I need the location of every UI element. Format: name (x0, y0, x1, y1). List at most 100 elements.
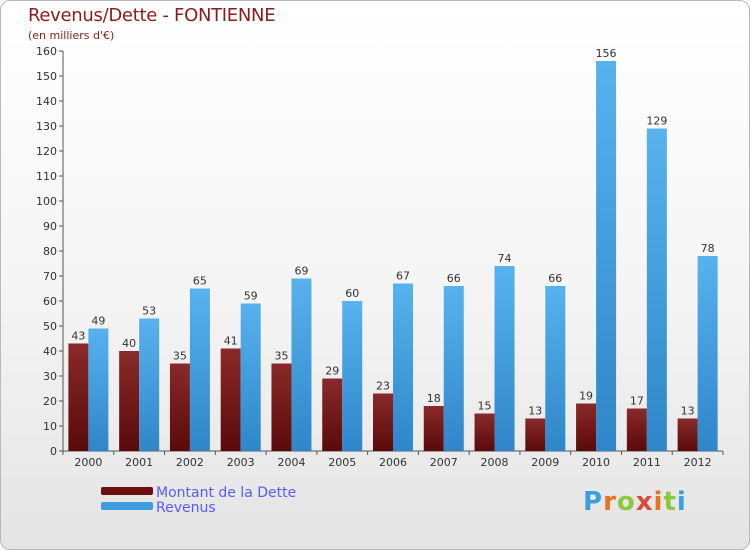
bar-revenue (393, 283, 413, 451)
bar-debt (626, 408, 647, 451)
y-tick-label: 10 (43, 420, 57, 433)
legend-swatch-debt (101, 487, 153, 495)
y-tick-label: 20 (43, 395, 57, 408)
data-label-revenue: 66 (548, 272, 562, 285)
logo-letter: i (676, 487, 687, 517)
bar-revenue (443, 286, 464, 451)
y-tick-label: 50 (43, 320, 57, 333)
x-tick-label: 2010 (582, 456, 610, 469)
bars (68, 61, 718, 451)
x-tick-label: 2000 (74, 456, 102, 469)
legend-label-debt: Montant de la Dette (156, 485, 297, 501)
bar-revenue (189, 288, 210, 451)
data-label-debt: 18 (427, 392, 441, 405)
x-tick-label: 2007 (430, 456, 458, 469)
y-tick-label: 110 (36, 170, 57, 183)
y-tick-label: 60 (43, 295, 57, 308)
data-label-revenue: 53 (142, 305, 156, 318)
bar-debt (677, 418, 698, 451)
bar-revenue (646, 128, 667, 451)
bar-debt (525, 418, 546, 451)
logo-letter: i (653, 487, 664, 517)
y-tick-label: 160 (36, 45, 57, 58)
y-tick-label: 0 (50, 445, 57, 458)
y-tick-label: 150 (36, 70, 57, 83)
bar-debt (474, 413, 495, 451)
bar-revenue (342, 301, 363, 451)
data-label-debt: 41 (224, 335, 238, 348)
data-label-revenue: 156 (596, 47, 617, 60)
data-label-revenue: 67 (396, 270, 410, 283)
x-tick-label: 2008 (481, 456, 509, 469)
y-tick-label: 30 (43, 370, 57, 383)
logo-letter: r (603, 487, 617, 517)
y-tick-label: 120 (36, 145, 57, 158)
bar-debt (220, 348, 241, 451)
bar-revenue (596, 61, 617, 451)
x-tick-label: 2006 (379, 456, 407, 469)
data-label-revenue: 74 (498, 252, 512, 265)
y-tick-label: 100 (36, 195, 57, 208)
data-label-revenue: 129 (646, 115, 667, 128)
data-label-debt: 13 (528, 405, 542, 418)
data-label-revenue: 59 (244, 290, 258, 303)
bar-revenue (697, 256, 718, 451)
y-tick-label: 80 (43, 245, 57, 258)
data-label-debt: 35 (274, 350, 288, 363)
x-tick-label: 2002 (176, 456, 204, 469)
data-label-debt: 29 (325, 365, 339, 378)
y-tick-label: 140 (36, 95, 57, 108)
data-label-debt: 23 (376, 380, 390, 393)
x-tick-label: 2001 (125, 456, 153, 469)
bar-revenue (139, 318, 160, 451)
logo-letter: P (583, 487, 604, 517)
logo-letter: x (635, 487, 654, 517)
bar-debt (576, 403, 597, 451)
data-label-revenue: 78 (701, 242, 715, 255)
bar-revenue (291, 278, 312, 451)
x-tick-label: 2003 (227, 456, 255, 469)
data-label-revenue: 65 (193, 275, 207, 288)
bar-revenue (88, 328, 109, 451)
y-tick-label: 70 (43, 270, 57, 283)
bar-debt (271, 363, 292, 451)
logo-letter: t (663, 487, 677, 517)
data-label-debt: 43 (71, 330, 85, 343)
bar-debt (423, 406, 444, 451)
y-tick-label: 130 (36, 120, 57, 133)
bar-revenue (240, 303, 261, 451)
legend-label-revenue: Revenus (156, 500, 216, 516)
x-tick-label: 2011 (633, 456, 661, 469)
bar-revenue (494, 266, 515, 451)
bar-debt (68, 343, 89, 451)
bar-debt (169, 363, 190, 451)
data-label-debt: 19 (579, 390, 593, 403)
bar-revenue (545, 286, 566, 451)
data-label-revenue: 60 (345, 287, 359, 300)
legend-swatch-revenue (101, 502, 153, 510)
bar-debt (322, 378, 343, 451)
data-label-debt: 17 (630, 395, 644, 408)
y-tick-label: 40 (43, 345, 57, 358)
proxiti-logo: Proxiti (583, 487, 687, 517)
logo-letter: o (616, 487, 636, 517)
y-tick-label: 90 (43, 220, 57, 233)
data-label-revenue: 69 (294, 265, 308, 278)
x-tick-label: 2009 (531, 456, 559, 469)
data-label-debt: 40 (122, 337, 136, 350)
data-label-debt: 13 (681, 405, 695, 418)
bar-debt (119, 351, 140, 451)
data-label-revenue: 66 (447, 272, 461, 285)
data-label-revenue: 49 (91, 315, 105, 328)
x-tick-label: 2012 (684, 456, 712, 469)
bar-debt (373, 393, 393, 451)
chart-subtitle: (en milliers d'€) (28, 29, 115, 42)
chart-title: Revenus/Dette - FONTIENNE (28, 5, 276, 26)
data-labels: 43 49 40 53 35 65 41 59 35 69 29 60 23 67 18 66 15 74 13 66… (71, 47, 714, 418)
x-tick-label: 2004 (277, 456, 305, 469)
data-label-debt: 15 (478, 400, 492, 413)
data-label-debt: 35 (173, 350, 187, 363)
x-tick-label: 2005 (328, 456, 356, 469)
